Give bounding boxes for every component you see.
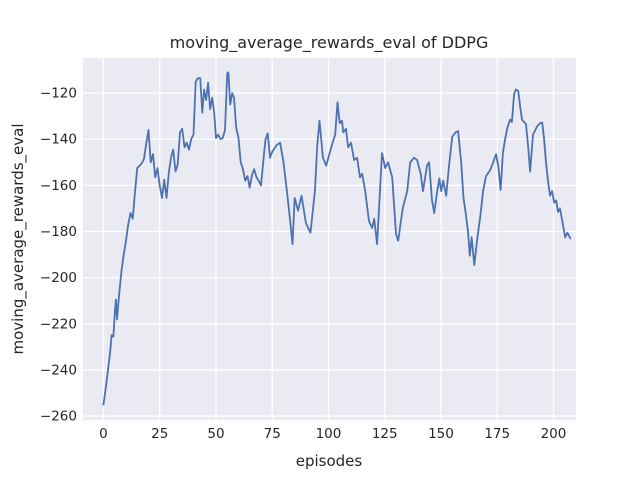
plot-area [83,58,576,420]
x-tick-label: 175 [484,426,510,442]
y-tick-label: −240 [40,362,77,378]
x-tick-labels: 0 25 50 75 100 125 150 175 200 [99,426,566,442]
x-tick-label: 100 [316,426,342,442]
y-tick-labels: −120 −140 −160 −180 −200 −220 −240 −260 [40,86,77,425]
y-tick-label: −140 [40,132,77,148]
x-axis-label: episodes [296,452,363,470]
x-tick-label: 25 [151,426,168,442]
x-tick-label: 200 [541,426,567,442]
x-tick-label: 0 [99,426,108,442]
x-tick-label: 150 [428,426,454,442]
y-axis-label: moving_average_rewards_eval [9,124,28,355]
y-tick-label: −160 [40,178,77,194]
y-tick-label: −200 [40,270,77,286]
y-tick-label: −120 [40,86,77,102]
y-tick-label: −180 [40,224,77,240]
ddpg-reward-line [102,71,572,406]
chart-title: moving_average_rewards_eval of DDPG [170,33,489,53]
y-tick-label: −260 [40,409,77,425]
y-tick-label: −220 [40,316,77,332]
x-tick-label: 125 [372,426,398,442]
x-tick-label: 75 [264,426,281,442]
x-tick-label: 50 [207,426,224,442]
